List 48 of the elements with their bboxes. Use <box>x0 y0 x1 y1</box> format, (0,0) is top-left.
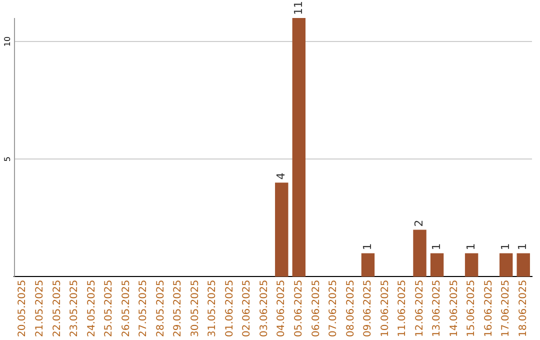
x-tick-label: 09.06.2025 <box>362 280 374 338</box>
data-label: 1 <box>464 243 478 250</box>
bar <box>464 253 478 277</box>
x-tick-label: 14.06.2025 <box>448 280 460 338</box>
bar <box>413 230 426 277</box>
data-label: 1 <box>498 243 512 250</box>
x-tick-label: 21.05.2025 <box>34 280 46 338</box>
x-tick-label: 02.06.2025 <box>242 280 253 338</box>
data-label: 2 <box>412 220 426 227</box>
x-tick-label: 03.06.2025 <box>258 280 270 338</box>
x-tick-label: 04.06.2025 <box>276 280 288 338</box>
x-tick-label: 24.05.2025 <box>86 280 98 338</box>
y-tick-label: 10 <box>3 36 12 47</box>
x-tick-label: 01.06.2025 <box>224 280 236 338</box>
x-tick-label: 15.06.2025 <box>466 280 478 338</box>
data-label: 1 <box>516 243 530 250</box>
y-tick-label: 5 <box>3 156 12 162</box>
bar <box>430 253 444 277</box>
x-tick-label: 16.06.2025 <box>483 280 494 338</box>
x-tick-label: 07.06.2025 <box>328 280 340 338</box>
x-tick-label: 08.06.2025 <box>345 280 356 338</box>
x-tick-label: 30.05.2025 <box>190 280 201 338</box>
x-tick-label: 28.05.2025 <box>155 280 166 338</box>
x-tick-label: 26.05.2025 <box>120 280 132 338</box>
x-tick-label: 22.05.2025 <box>52 280 63 338</box>
data-label: 1 <box>360 243 374 250</box>
data-label: 1 <box>430 243 443 250</box>
x-tick-label: 25.05.2025 <box>104 280 115 338</box>
x-tick-label: 06.06.2025 <box>310 280 322 338</box>
x-tick-label: 13.06.2025 <box>432 280 443 338</box>
x-tick-label: 29.05.2025 <box>172 280 184 338</box>
x-tick-label: 17.06.2025 <box>500 280 512 338</box>
x-tick-label: 12.06.2025 <box>414 280 426 338</box>
x-tick-label: 23.05.2025 <box>69 280 80 338</box>
bar <box>499 253 513 277</box>
data-label: 4 <box>274 172 288 180</box>
data-label: 11 <box>292 1 305 15</box>
bar <box>275 182 288 277</box>
x-tick-label: 31.05.2025 <box>207 280 218 338</box>
x-tick-label: 11.06.2025 <box>397 280 408 338</box>
x-tick-label: 05.06.2025 <box>293 280 304 338</box>
x-tick-label: 18.06.2025 <box>518 280 529 338</box>
x-tick-label: 20.05.2025 <box>17 280 28 338</box>
x-tick-label: 10.06.2025 <box>380 280 391 338</box>
bar <box>516 253 530 277</box>
bar <box>361 253 375 277</box>
x-tick-label: 27.05.2025 <box>138 280 150 338</box>
bar <box>292 18 306 277</box>
